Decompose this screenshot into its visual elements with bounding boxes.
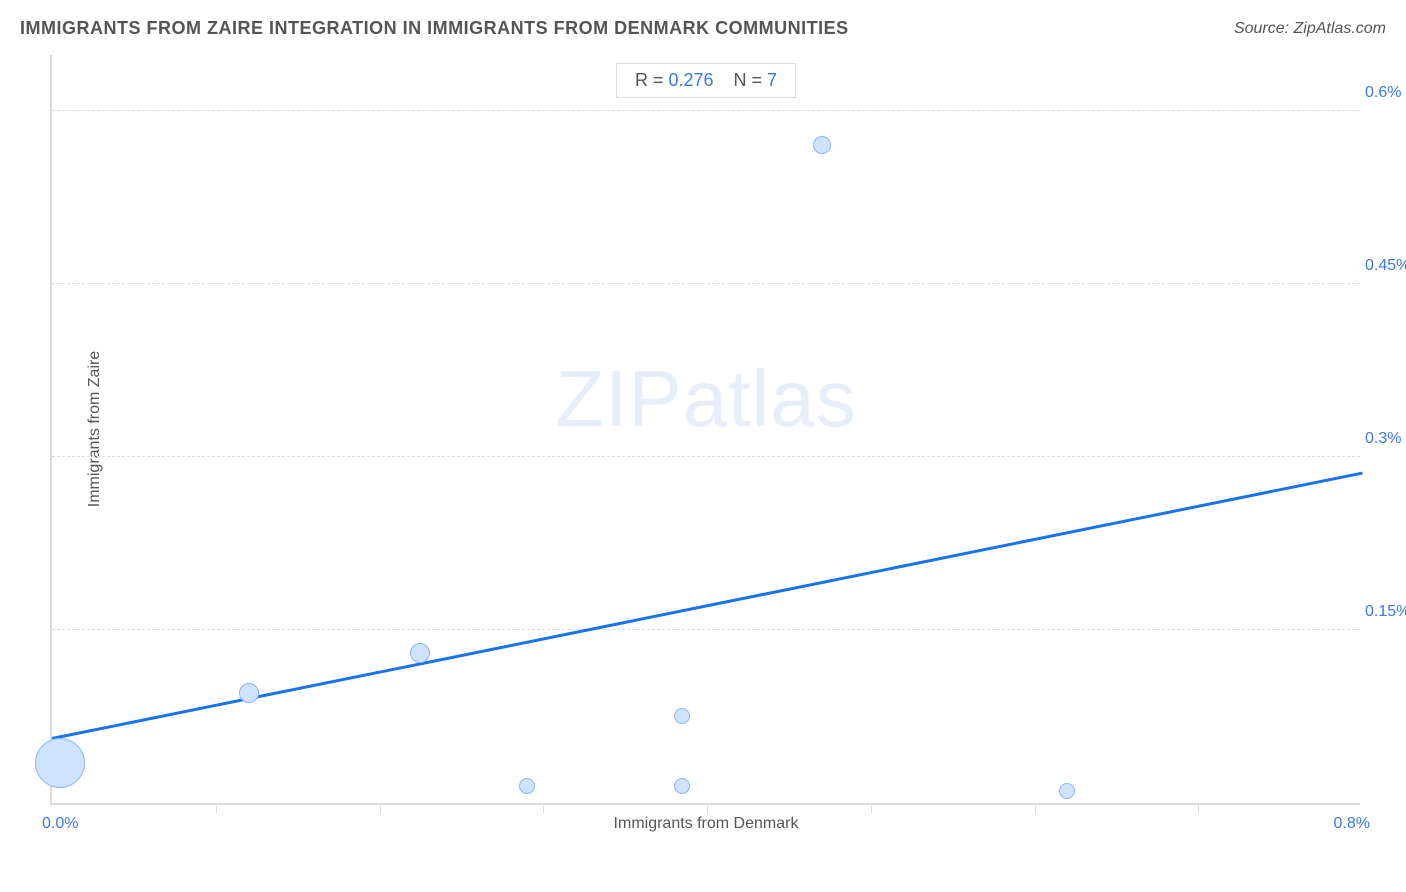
gridline-h (52, 283, 1360, 284)
source-prefix: Source: (1234, 20, 1294, 37)
x-tick (707, 803, 708, 813)
y-tick-label: 0.6% (1365, 84, 1406, 102)
source-name: ZipAtlas.com (1294, 20, 1386, 37)
x-axis-min-label: 0.0% (42, 815, 78, 833)
scatter-point (35, 738, 85, 788)
x-tick (380, 803, 381, 813)
source-attribution: Source: ZipAtlas.com (1234, 20, 1386, 38)
watermark-atlas: atlas (683, 354, 857, 443)
stat-n-value: 7 (767, 70, 777, 90)
stat-n-label: N = (734, 70, 763, 90)
y-tick-label: 0.15% (1365, 603, 1406, 621)
gridline-h (52, 629, 1360, 630)
scatter-plot: ZIPatlas R = 0.276 N = 7 Immigrants from… (50, 55, 1360, 805)
x-tick (543, 803, 544, 813)
x-axis-title: Immigrants from Denmark (614, 815, 799, 833)
stats-box: R = 0.276 N = 7 (616, 63, 796, 98)
x-axis-max-label: 0.8% (1334, 815, 1370, 833)
scatter-point (519, 778, 535, 794)
scatter-point (410, 643, 430, 663)
y-tick-label: 0.3% (1365, 430, 1406, 448)
y-tick-label: 0.45% (1365, 257, 1406, 275)
scatter-point (1059, 783, 1075, 799)
y-axis-title: Immigrants from Zaire (86, 351, 104, 507)
watermark-zip: ZIP (555, 354, 682, 443)
scatter-point (239, 683, 259, 703)
scatter-point (674, 708, 690, 724)
stat-n: N = 7 (734, 70, 778, 91)
x-tick (871, 803, 872, 813)
gridline-h (52, 456, 1360, 457)
x-tick (1035, 803, 1036, 813)
watermark: ZIPatlas (555, 353, 856, 445)
scatter-point (813, 136, 831, 154)
x-tick (1198, 803, 1199, 813)
scatter-point (674, 778, 690, 794)
chart-header: IMMIGRANTS FROM ZAIRE INTEGRATION IN IMM… (20, 18, 1386, 39)
stat-r-label: R = (635, 70, 664, 90)
gridline-h (52, 110, 1360, 111)
x-tick (216, 803, 217, 813)
chart-area: ZIPatlas R = 0.276 N = 7 Immigrants from… (50, 55, 1360, 835)
stat-r: R = 0.276 (635, 70, 714, 91)
chart-title: IMMIGRANTS FROM ZAIRE INTEGRATION IN IMM… (20, 18, 849, 39)
stat-r-value: 0.276 (668, 70, 713, 90)
